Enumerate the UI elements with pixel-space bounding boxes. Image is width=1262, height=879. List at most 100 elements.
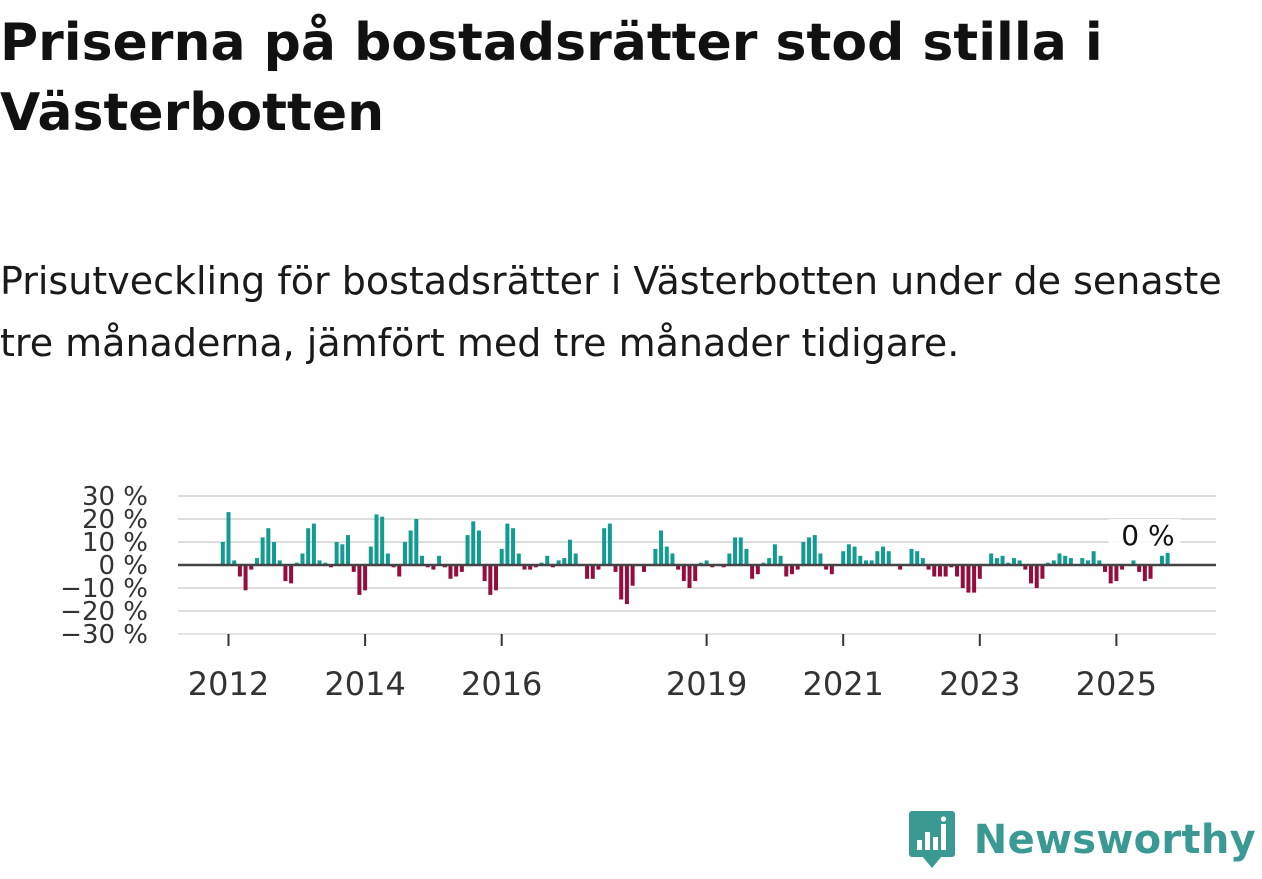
bar bbox=[670, 553, 675, 565]
bar bbox=[693, 565, 698, 582]
bar bbox=[505, 523, 510, 565]
bar bbox=[824, 565, 829, 570]
bar bbox=[573, 553, 578, 565]
bar bbox=[607, 523, 612, 565]
bar bbox=[334, 542, 339, 565]
bar bbox=[630, 565, 635, 586]
bar bbox=[881, 546, 886, 565]
bar bbox=[226, 512, 231, 565]
bar bbox=[909, 548, 914, 565]
bar bbox=[1108, 565, 1113, 584]
data-label-background bbox=[1108, 519, 1181, 553]
bar bbox=[499, 548, 504, 565]
bar bbox=[1131, 560, 1136, 565]
bar bbox=[243, 565, 248, 591]
bar bbox=[522, 565, 527, 570]
bar bbox=[454, 565, 459, 577]
bar bbox=[306, 528, 311, 565]
bar bbox=[1097, 560, 1102, 565]
bar bbox=[1165, 551, 1170, 565]
y-tick-label: 30 % bbox=[82, 482, 148, 512]
y-tick-label: −30 % bbox=[60, 620, 148, 650]
bar bbox=[289, 565, 294, 584]
bar bbox=[841, 551, 846, 565]
bar bbox=[772, 544, 777, 565]
bar bbox=[420, 555, 425, 565]
x-tick-label: 2021 bbox=[802, 665, 883, 703]
bar bbox=[528, 565, 533, 570]
bar bbox=[437, 555, 442, 565]
bar bbox=[1023, 565, 1028, 570]
y-tick-label: −10 % bbox=[60, 574, 148, 604]
bar bbox=[260, 537, 265, 565]
bar bbox=[687, 565, 692, 588]
bar bbox=[1011, 558, 1016, 565]
last-value-label: 0 % bbox=[1121, 519, 1174, 552]
bar bbox=[459, 565, 464, 572]
bar bbox=[1029, 565, 1034, 584]
bar bbox=[960, 565, 965, 588]
bar bbox=[300, 553, 305, 565]
bar bbox=[829, 565, 834, 575]
bar bbox=[875, 551, 880, 565]
axes: 30 %20 %10 %0 %−10 %−20 %−30 %2012 2014 20… bbox=[60, 482, 1216, 703]
bar bbox=[1114, 565, 1119, 582]
bar bbox=[283, 565, 288, 582]
bar bbox=[972, 565, 977, 593]
bar bbox=[340, 544, 345, 565]
bar bbox=[624, 565, 629, 605]
bar bbox=[801, 542, 806, 565]
bar bbox=[1159, 555, 1164, 565]
bar bbox=[277, 560, 282, 565]
bar bbox=[556, 560, 561, 565]
bar bbox=[232, 560, 237, 565]
bar bbox=[254, 558, 259, 565]
bar bbox=[1091, 551, 1096, 565]
bar bbox=[585, 565, 590, 579]
bar bbox=[545, 555, 550, 565]
bar bbox=[994, 558, 999, 565]
bar bbox=[374, 514, 379, 565]
bar bbox=[1103, 565, 1108, 572]
bar bbox=[733, 537, 738, 565]
bar bbox=[926, 565, 931, 570]
bar bbox=[494, 565, 499, 591]
bar bbox=[898, 565, 903, 570]
bar bbox=[653, 548, 658, 565]
bar bbox=[619, 565, 624, 600]
bar bbox=[1068, 558, 1073, 565]
bar bbox=[886, 551, 891, 565]
bar bbox=[482, 565, 487, 582]
x-tick-label: 2019 bbox=[666, 665, 747, 703]
bar bbox=[476, 530, 481, 565]
bar bbox=[272, 542, 277, 565]
bar bbox=[863, 560, 868, 565]
bar bbox=[357, 565, 362, 595]
bar bbox=[402, 542, 407, 565]
bar bbox=[955, 565, 960, 577]
bar bbox=[744, 548, 749, 565]
bar bbox=[380, 516, 385, 565]
bar bbox=[1085, 560, 1090, 565]
bar bbox=[237, 565, 242, 577]
bar bbox=[966, 565, 971, 593]
bar bbox=[448, 565, 453, 579]
x-tick-label: 2025 bbox=[1076, 665, 1157, 703]
bar bbox=[1000, 555, 1005, 565]
bar bbox=[738, 537, 743, 565]
bar bbox=[408, 530, 413, 565]
bar bbox=[789, 565, 794, 575]
bar bbox=[1034, 565, 1039, 588]
bar bbox=[664, 546, 669, 565]
bar bbox=[351, 565, 356, 572]
bar bbox=[795, 565, 800, 570]
bar bbox=[778, 555, 783, 565]
bars bbox=[220, 512, 1170, 605]
bar bbox=[363, 565, 368, 591]
bar bbox=[613, 565, 618, 572]
bar bbox=[858, 555, 863, 565]
bar bbox=[1057, 553, 1062, 565]
bar bbox=[641, 565, 646, 572]
bar bbox=[471, 521, 476, 565]
bar bbox=[943, 565, 948, 577]
